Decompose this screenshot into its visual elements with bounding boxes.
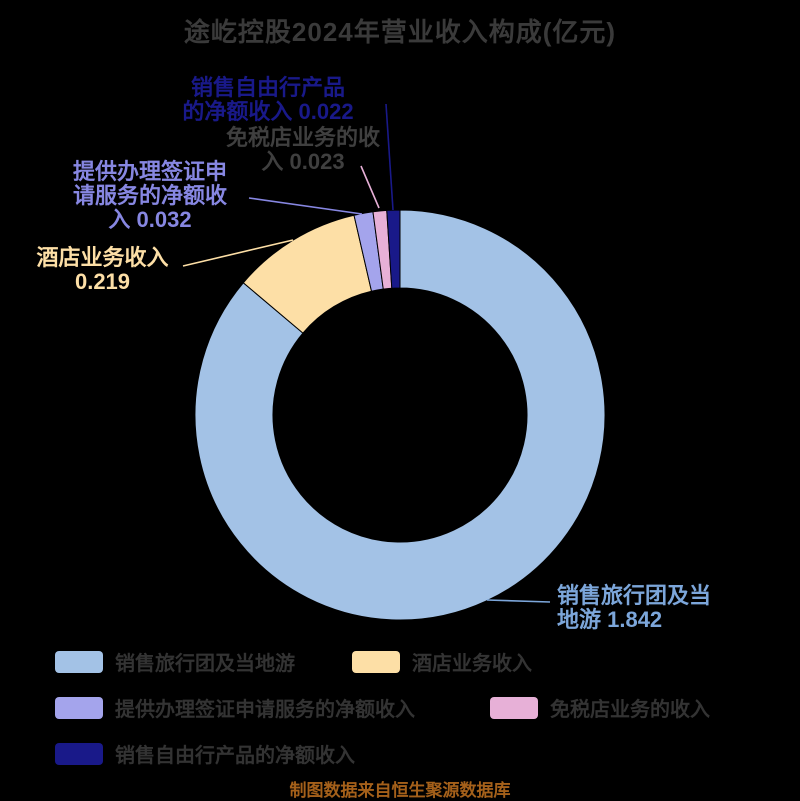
- legend-swatch-free-travel-products: [55, 742, 103, 765]
- legend-item-hotel-business: 酒店业务收入: [352, 647, 532, 676]
- legend-label: 销售旅行团及当地游: [115, 653, 295, 675]
- callout-line: 的净额收入 0.022: [182, 99, 354, 124]
- donut-slice-4: [386, 209, 401, 289]
- callout-duty-free-shop: 免税店业务的收 入 0.023: [210, 126, 396, 174]
- callout-line: 请服务的净额收: [72, 183, 227, 208]
- callout-line: 0.219: [74, 269, 131, 294]
- data-source-note: 制图数据来自恒生聚源数据库: [289, 781, 511, 800]
- leader-line-3: [360, 165, 380, 209]
- chart-title: 途屹控股2024年营业收入构成(亿元): [183, 17, 617, 47]
- callout-line: 销售旅行团及当: [557, 583, 712, 608]
- legend-swatch-travel-group: [55, 650, 103, 673]
- leader-line-1: [182, 239, 294, 267]
- legend-item-free-travel-products: 销售自由行产品的净额收入: [55, 739, 355, 768]
- callout-line: 入 0.023: [261, 149, 345, 174]
- leader-line-2: [248, 197, 363, 215]
- legend-item-travel-group: 销售旅行团及当地游: [55, 647, 295, 676]
- callout-line: 酒店业务收入: [36, 245, 169, 270]
- legend-label: 免税店业务的收入: [550, 699, 710, 721]
- callout-line: 销售自由行产品: [190, 75, 345, 100]
- legend-label: 提供办理签证申请服务的净额收入: [115, 699, 415, 721]
- legend-label: 销售自由行产品的净额收入: [115, 745, 355, 767]
- callout-hotel-business: 酒店业务收入 0.219: [20, 246, 185, 294]
- legend-swatch-visa-service: [55, 696, 103, 719]
- callout-line: 免税店业务的收: [225, 125, 380, 150]
- callout-free-travel-products: 销售自由行产品 的净额收入 0.022: [158, 76, 378, 124]
- legend-swatch-hotel-business: [352, 650, 400, 673]
- callout-line: 地游 1.842: [557, 607, 663, 632]
- leader-line-0: [486, 599, 551, 603]
- callout-line: 入 0.032: [108, 207, 192, 232]
- legend-label: 酒店业务收入: [412, 653, 532, 675]
- legend-swatch-duty-free-shop: [490, 696, 538, 719]
- leader-line-4: [385, 103, 394, 211]
- callout-line: 提供办理签证申: [72, 159, 227, 184]
- callout-travel-group: 销售旅行团及当 地游 1.842: [557, 584, 787, 632]
- legend-item-duty-free-shop: 免税店业务的收入: [490, 693, 710, 722]
- legend-item-visa-service: 提供办理签证申请服务的净额收入: [55, 693, 415, 722]
- donut-slice-0: [194, 209, 606, 621]
- callout-visa-service: 提供办理签证申 请服务的净额收 入 0.032: [52, 160, 248, 232]
